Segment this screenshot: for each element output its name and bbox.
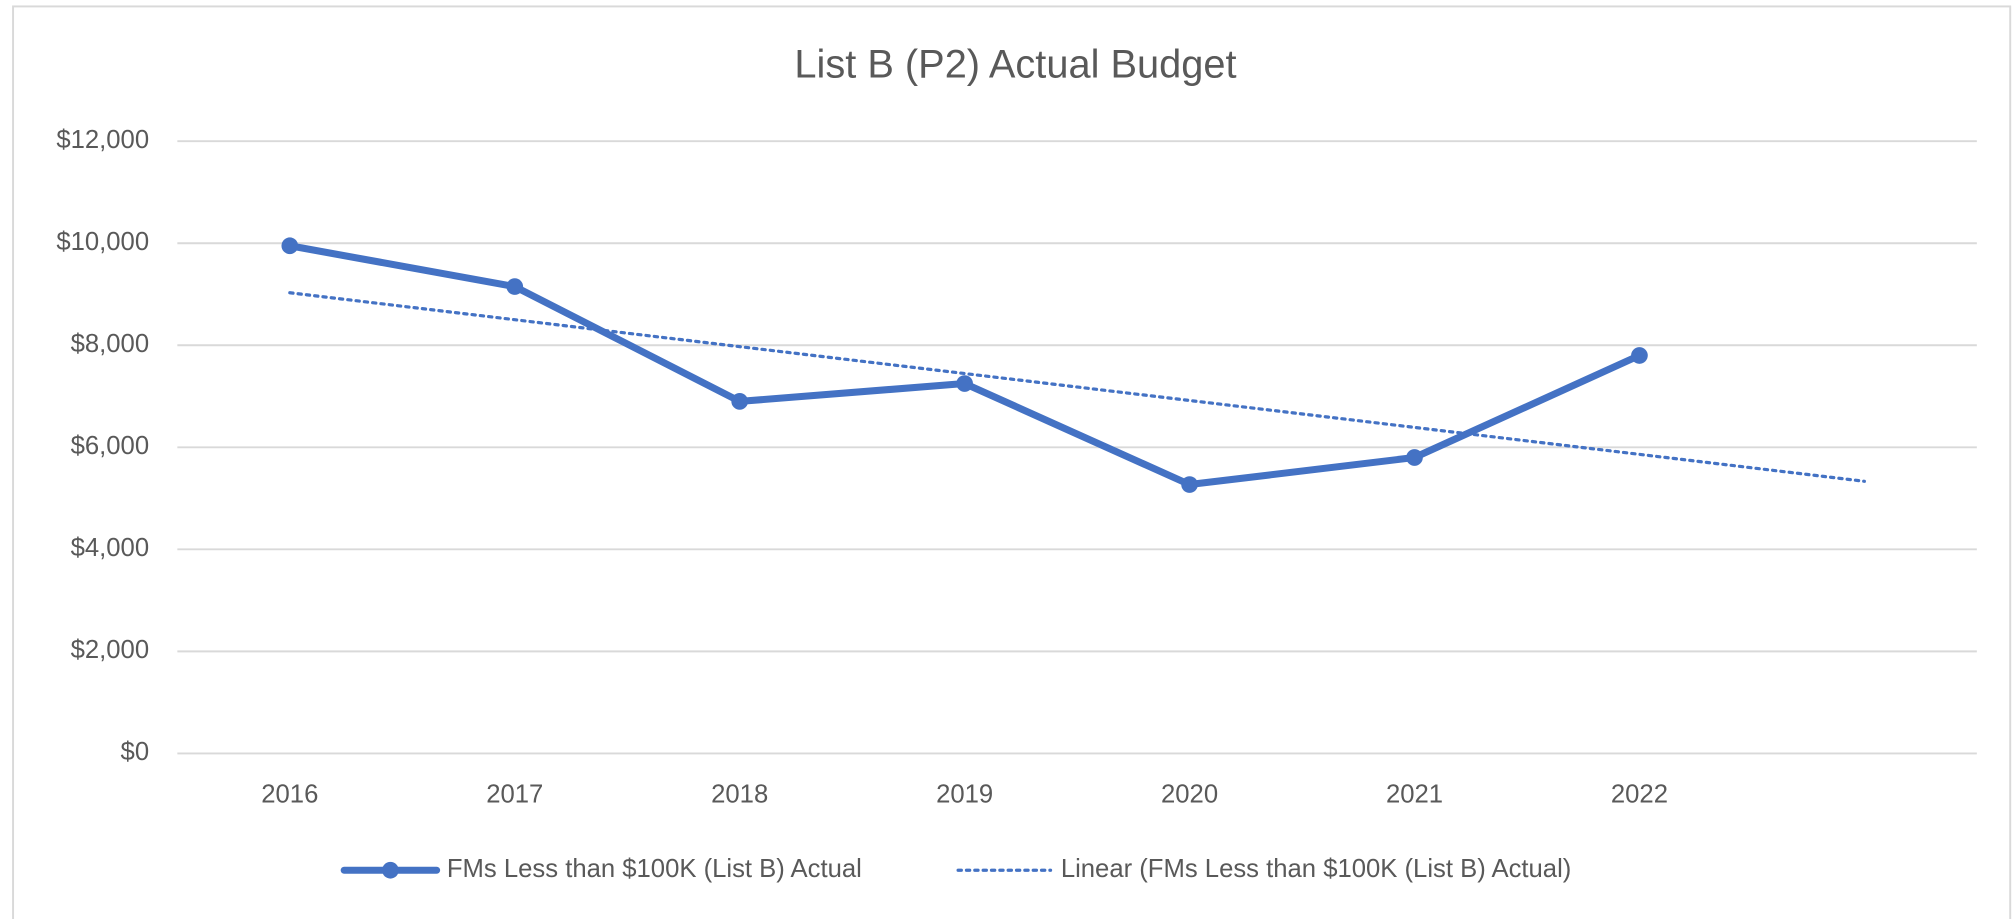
y-tick-label: $4,000	[71, 534, 149, 562]
y-tick-label: $10,000	[56, 228, 149, 256]
chart-border	[12, 5, 2012, 919]
y-tick-label: $6,000	[71, 432, 149, 460]
data-point	[1181, 476, 1198, 493]
legend-label: Linear (FMs Less than $100K (List B) Act…	[1061, 855, 1572, 883]
x-tick-label: 2016	[261, 781, 318, 809]
trend-line	[288, 291, 1866, 483]
y-tick-label: $12,000	[56, 126, 149, 154]
x-tick-label: 2022	[1611, 781, 1668, 809]
data-point	[956, 375, 973, 392]
data-point	[506, 278, 524, 295]
data-point	[281, 237, 299, 255]
y-tick-label: $0	[121, 738, 150, 766]
legend-label: FMs Less than $100K (List B) Actual	[447, 855, 862, 883]
x-tick-label: 2019	[936, 781, 993, 809]
data-point	[1406, 449, 1423, 466]
data-point	[1631, 347, 1648, 364]
chart-title: List B (P2) Actual Budget	[794, 42, 1236, 86]
data-point	[731, 393, 749, 410]
x-tick-label: 2020	[1161, 781, 1218, 809]
legend-marker	[382, 861, 399, 879]
x-tick-label: 2018	[711, 781, 768, 809]
y-tick-label: $8,000	[71, 330, 149, 358]
y-tick-label: $2,000	[71, 636, 149, 664]
x-tick-label: 2017	[486, 781, 543, 809]
x-tick-label: 2021	[1386, 781, 1443, 809]
